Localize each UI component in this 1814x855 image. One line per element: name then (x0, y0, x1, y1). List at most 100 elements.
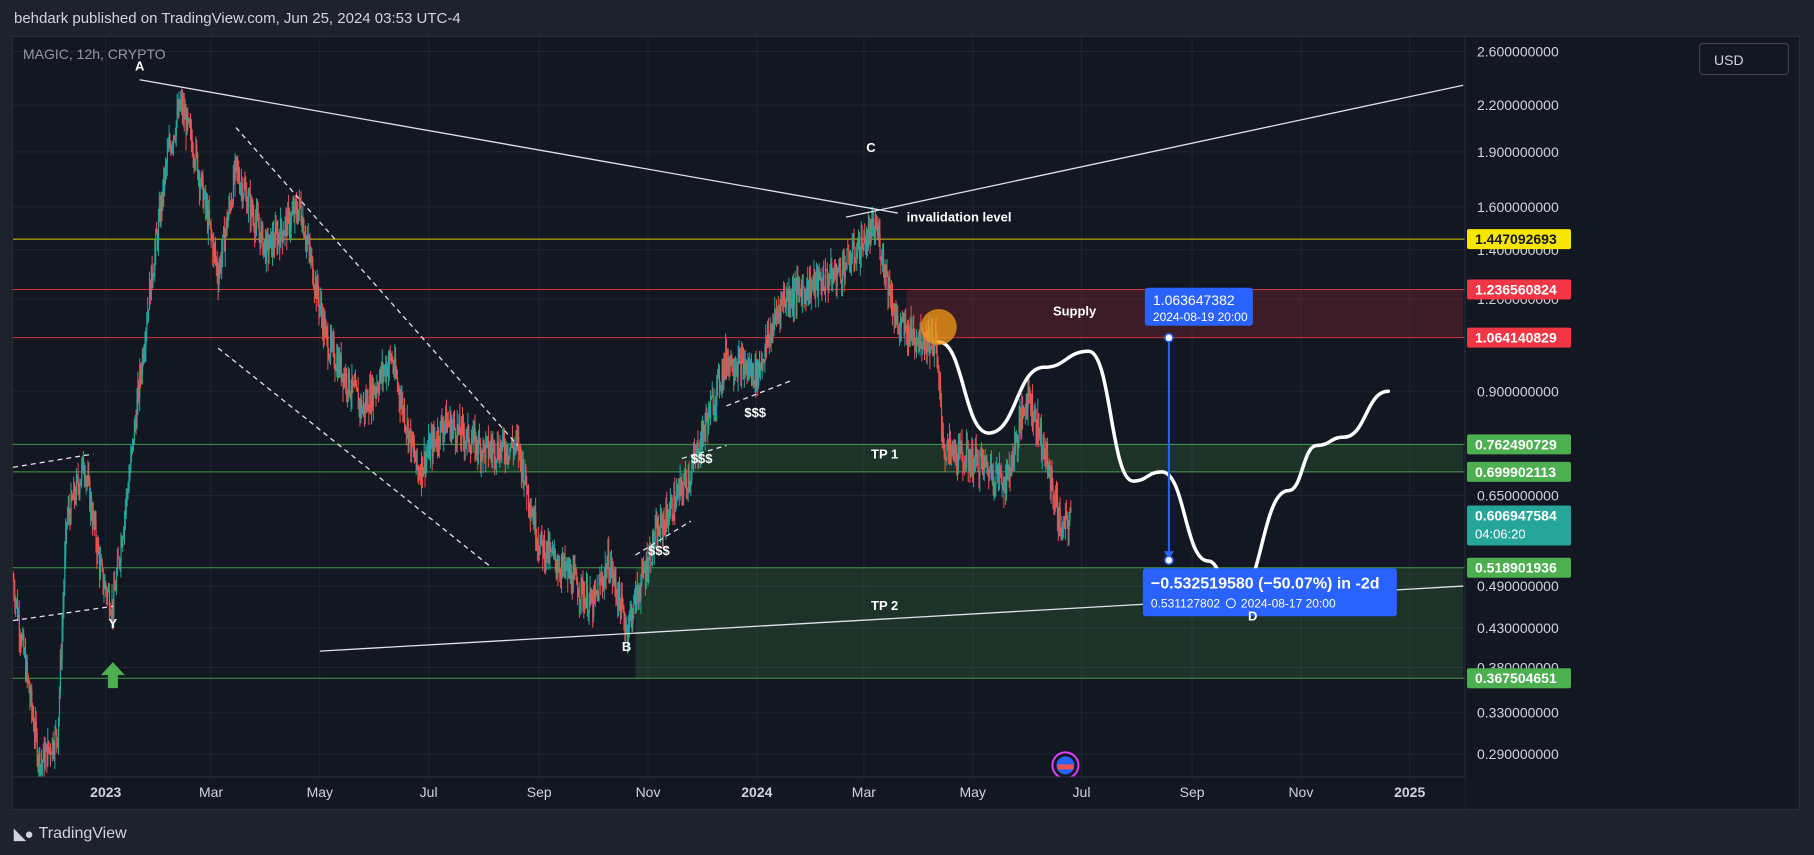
trend-line[interactable] (635, 520, 692, 556)
candle (331, 340, 333, 344)
trend-line[interactable] (13, 605, 113, 622)
candle (306, 238, 308, 244)
candle (780, 298, 782, 319)
candle (59, 692, 61, 718)
candle (56, 729, 58, 739)
candle (177, 108, 179, 115)
trend-line[interactable] (13, 453, 94, 468)
candle (670, 503, 672, 517)
candle (67, 516, 69, 523)
candle (303, 219, 305, 237)
measure-end-point[interactable] (1164, 555, 1174, 566)
candle (17, 599, 19, 619)
candle (224, 232, 226, 252)
candle (760, 365, 762, 371)
candle (938, 364, 940, 378)
candle (588, 598, 590, 612)
candle (689, 481, 691, 486)
trend-line[interactable] (217, 347, 492, 568)
tradingview-brand[interactable]: ◣● TradingView (14, 825, 127, 843)
candle (797, 279, 799, 287)
candle (525, 465, 527, 484)
candle (942, 425, 944, 434)
candle (538, 549, 540, 555)
candle (620, 594, 622, 619)
trend-line[interactable] (235, 127, 519, 446)
candle (195, 145, 197, 164)
candle (944, 452, 946, 458)
candle (428, 439, 430, 453)
candle (856, 252, 858, 264)
candle (589, 589, 591, 599)
candle (788, 291, 790, 302)
candle (359, 400, 361, 412)
candle (1041, 452, 1043, 455)
time-axis[interactable] (13, 777, 1465, 810)
trend-line[interactable] (726, 380, 791, 407)
candle (905, 321, 907, 329)
trend-line[interactable] (139, 79, 898, 214)
candle (657, 523, 659, 545)
arrow-up-icon (100, 662, 125, 689)
price-badge (1467, 229, 1571, 250)
candle (75, 498, 77, 500)
candle (41, 763, 43, 766)
candle (767, 331, 769, 346)
candle (925, 333, 927, 348)
candle (480, 451, 482, 462)
candle (212, 238, 214, 256)
candle (158, 218, 160, 244)
candle (73, 484, 75, 500)
measure-start-point[interactable] (1164, 333, 1174, 343)
candle (540, 531, 542, 542)
candle (869, 230, 871, 244)
x-tick-label: Jul (1073, 784, 1091, 800)
candle (755, 361, 757, 387)
highlight-circle[interactable] (920, 309, 957, 346)
currency-button[interactable]: USD (1699, 43, 1789, 75)
candle (57, 738, 59, 746)
us-flag-stripe (1057, 764, 1074, 770)
candle (320, 302, 322, 307)
candle (871, 220, 873, 225)
symbol-label[interactable]: MAGIC, 12h, CRYPTO (23, 46, 166, 62)
candle (74, 484, 76, 499)
candle (884, 264, 886, 278)
candle (843, 263, 845, 279)
price-chart[interactable]: 1.063647382 2024-08-19 20:00 −0.532519580 … (13, 37, 1800, 810)
candle (62, 607, 64, 628)
trend-line[interactable] (845, 84, 1464, 218)
candle (877, 231, 879, 236)
candle (694, 452, 696, 455)
candle (26, 661, 28, 676)
candle (258, 228, 260, 232)
candle (323, 315, 325, 336)
candle (485, 441, 487, 459)
candle (373, 385, 375, 395)
candle (773, 324, 775, 336)
candle (810, 284, 812, 299)
chart-panel[interactable]: 1.063647382 2024-08-19 20:00 −0.532519580 … (12, 36, 1800, 810)
candle (356, 382, 358, 389)
candle (757, 360, 759, 385)
candle (125, 493, 127, 508)
trend-line[interactable] (681, 444, 727, 459)
candle (715, 401, 717, 406)
candle (737, 357, 739, 378)
candle (730, 354, 732, 366)
candle (197, 153, 199, 178)
candle (754, 361, 756, 386)
annotation-label: TP 2 (871, 598, 898, 613)
candle (440, 420, 442, 422)
candle (15, 600, 17, 605)
candle (24, 652, 26, 654)
candle (785, 297, 787, 308)
bar-countdown: 04:06:20 (1475, 527, 1526, 542)
candle (1005, 478, 1007, 494)
candle (489, 444, 491, 453)
projection-path[interactable] (937, 340, 1391, 602)
publish-info: behdark published on TradingView.com, Ju… (14, 10, 461, 27)
candle (49, 747, 51, 750)
candle (696, 443, 698, 448)
candle (150, 265, 152, 300)
